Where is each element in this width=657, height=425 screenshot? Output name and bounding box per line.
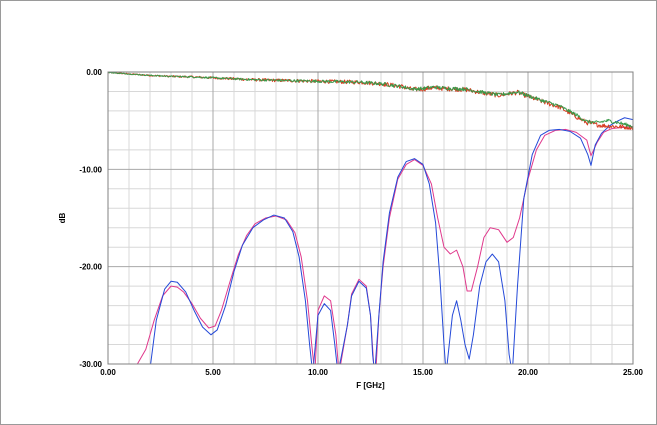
- plot-border: [107, 71, 634, 365]
- y-axis-title: dB: [58, 212, 67, 223]
- y-tick-label: -20.00: [79, 263, 102, 272]
- x-tick-label: 10.00: [308, 368, 329, 377]
- minor-grid: [108, 72, 633, 364]
- y-tick-label: 0.00: [86, 68, 102, 77]
- series-line-1: [136, 126, 633, 364]
- series-line-4: [108, 72, 633, 128]
- y-tick-label: -10.00: [79, 165, 102, 174]
- series-line-2: [150, 117, 633, 364]
- x-tick-label: 0.00: [100, 368, 116, 377]
- y-tick-labels: 0.00 -10.00 -20.00 -30.00: [79, 68, 102, 369]
- x-tick-label: 5.00: [205, 368, 221, 377]
- x-tick-label: 20.00: [518, 368, 539, 377]
- x-axis-title: F [GHz]: [356, 381, 385, 390]
- x-tick-label: 15.00: [413, 368, 434, 377]
- series-layer: [108, 72, 633, 364]
- x-tick-labels: 0.00 5.00 10.00 15.00 20.00 25.00: [100, 368, 643, 377]
- y-tick-label: -30.00: [79, 360, 102, 369]
- x-tick-label: 25.00: [623, 368, 644, 377]
